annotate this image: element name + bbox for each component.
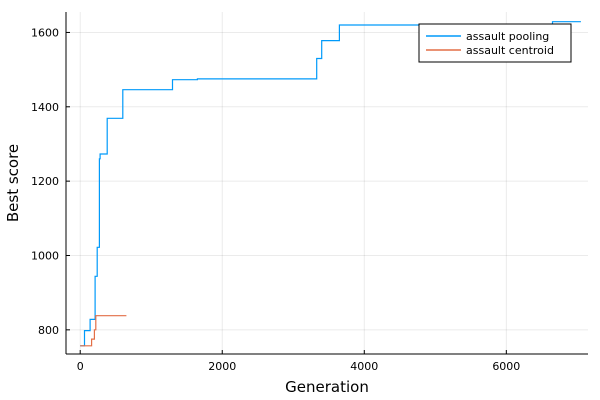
series-line-centroid xyxy=(80,315,127,347)
axes xyxy=(65,12,588,355)
x-tick-label: 2000 xyxy=(208,360,236,373)
y-tick-label: 1200 xyxy=(31,175,59,188)
legend-box xyxy=(418,23,572,63)
tick-labels: 0 2000 4000 6000 800 1000 1200 1400 1600 xyxy=(31,26,520,373)
y-tick-label: 1400 xyxy=(31,101,59,114)
x-tick-label: 6000 xyxy=(492,360,520,373)
legend: assault pooling assault centroid xyxy=(418,23,572,63)
x-tick-label: 4000 xyxy=(350,360,378,373)
y-tick-label: 1000 xyxy=(31,249,59,262)
y-tick-label: 1600 xyxy=(31,26,59,39)
legend-label-centroid: assault centroid xyxy=(466,44,554,57)
series-layer xyxy=(80,21,581,347)
grid xyxy=(66,12,588,354)
legend-label-pooling: assault pooling xyxy=(466,30,549,43)
y-axis-label: Best score xyxy=(4,144,22,222)
x-tick-label: 0 xyxy=(77,360,84,373)
y-tick-label: 800 xyxy=(38,324,59,337)
series-line-pooling xyxy=(80,21,581,347)
x-axis-label: Generation xyxy=(285,378,369,396)
